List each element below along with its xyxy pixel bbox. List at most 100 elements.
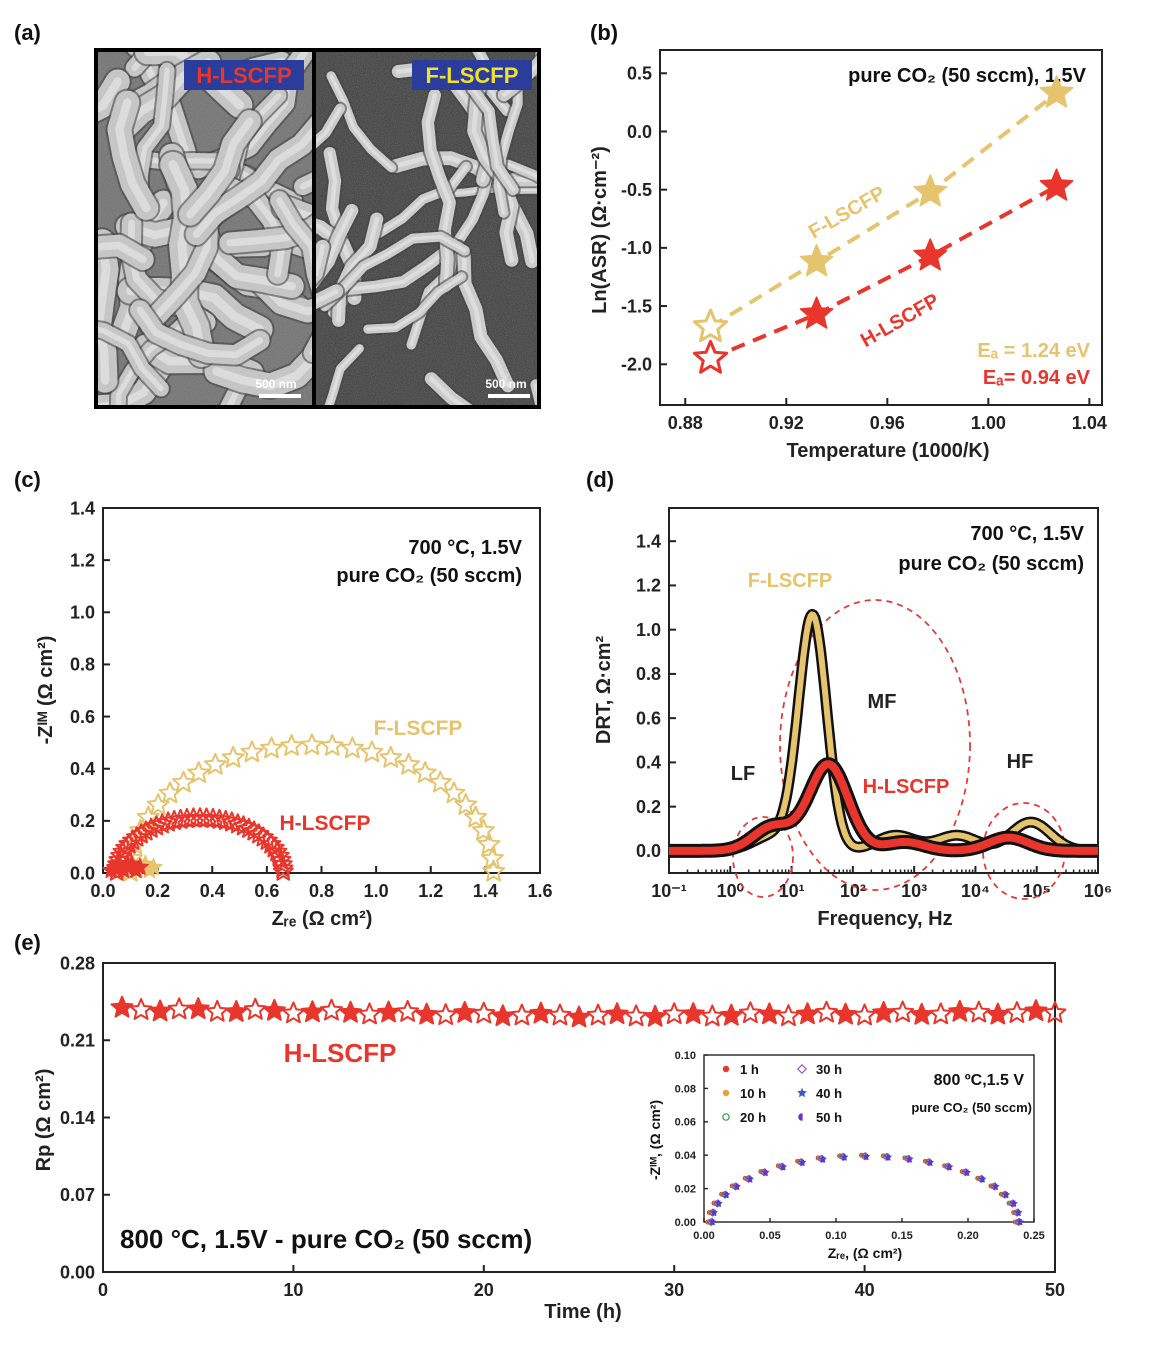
panel-b-point-1 bbox=[1039, 168, 1074, 201]
panel-a: (a) H-LSCFP F-LSCFP 500 nm 500 nm bbox=[14, 20, 541, 409]
inset-xtick-label: 0.25 bbox=[1023, 1230, 1044, 1242]
panel-e-point bbox=[320, 998, 343, 1021]
panel-c-xtick-label: 0.4 bbox=[200, 881, 225, 901]
scale-bar-label-right: 500 nm bbox=[485, 377, 526, 391]
panel-e-point bbox=[281, 1001, 305, 1024]
inset-point bbox=[722, 1089, 730, 1097]
panel-e-point bbox=[681, 1002, 705, 1025]
panel-d-conditions-1: 700 °C, 1.5V bbox=[970, 523, 1084, 545]
panel-e-ytick-label: 0.00 bbox=[60, 1262, 95, 1282]
panel-e-point bbox=[567, 1005, 591, 1028]
inset-xtick-label: 0.10 bbox=[825, 1230, 846, 1242]
panel-d-ytick-label: 1.4 bbox=[636, 531, 661, 551]
panel-e-ytick-label: 0.14 bbox=[60, 1108, 95, 1128]
inset-ytick-label: 0.10 bbox=[675, 1050, 696, 1062]
panel-e-point bbox=[719, 1003, 743, 1026]
panel-d-xtick-label: 10⁴ bbox=[961, 881, 990, 901]
panel-d-lf-region bbox=[732, 816, 794, 898]
panel-b-xlabel: Temperature (1000/K) bbox=[786, 440, 989, 462]
panel-e-xtick-label: 20 bbox=[474, 1280, 494, 1300]
panel-b-ytick-label: -1.5 bbox=[621, 296, 652, 316]
sem-fiber-shadow bbox=[96, 390, 145, 407]
panel-c-ytick-label: 0.0 bbox=[70, 863, 95, 883]
inset-ytick-label: 0.08 bbox=[675, 1083, 696, 1095]
panel-b-xtick-label: 1.00 bbox=[971, 413, 1006, 433]
panel-e-point bbox=[872, 1000, 896, 1023]
panel-e-ytick-label: 0.07 bbox=[60, 1185, 95, 1205]
panel-c-point-0 bbox=[280, 734, 304, 756]
inset-legend-label: 10 h bbox=[740, 1086, 766, 1101]
panel-d-ytick-label: 0.6 bbox=[636, 708, 661, 728]
panel-e-ytick-label: 0.28 bbox=[60, 953, 95, 973]
panel-b-conditions: pure CO₂ (50 sccm), 1.5V bbox=[848, 65, 1087, 87]
panel-c-ytick-label: 0.2 bbox=[70, 811, 95, 831]
panel-c-ytick-label: 0.4 bbox=[70, 759, 95, 779]
inset-point bbox=[965, 1169, 969, 1176]
panel-c-point-0 bbox=[379, 745, 403, 768]
panel-e-point bbox=[757, 1002, 781, 1025]
panel-e-point bbox=[110, 995, 134, 1018]
panel-c-point-0 bbox=[340, 736, 364, 759]
panel-c-point-0 bbox=[260, 736, 283, 759]
inset-ytick-label: 0.00 bbox=[675, 1217, 696, 1229]
scale-bar-left bbox=[259, 394, 301, 398]
panel-c-f-lscfp-label: F-LSCFP bbox=[374, 717, 463, 740]
panel-c-point-1 bbox=[170, 808, 192, 829]
panel-c-ytick-label: 0.6 bbox=[70, 707, 95, 727]
sem-fiber bbox=[530, 379, 539, 407]
panel-d-ylabel: DRT, Ω·cm² bbox=[593, 636, 615, 745]
inset-point bbox=[763, 1169, 768, 1176]
inset-point bbox=[1004, 1191, 1008, 1198]
panel-c-conditions-1: 700 °C, 1.5V bbox=[408, 537, 522, 559]
panel-b-point-1 bbox=[913, 238, 948, 271]
panel-e-point bbox=[205, 999, 229, 1022]
inset-point bbox=[796, 1063, 808, 1075]
h-lscfp-tag: H-LSCFP bbox=[196, 63, 291, 88]
panel-d-xtick-label: 10² bbox=[840, 881, 866, 901]
inset-point bbox=[798, 1113, 803, 1121]
inset-legend-label: 30 h bbox=[816, 1062, 842, 1077]
sem-image-f-lscfp bbox=[316, 50, 539, 407]
panel-d-f-lscfp-label: F-LSCFP bbox=[748, 570, 832, 592]
panel-e-point bbox=[472, 1001, 496, 1024]
panel-b-xtick-label: 0.92 bbox=[769, 413, 804, 433]
panel-e-inset: 800 ºC,1.5 V pure CO₂ (50 sccm) Zᵣₑ, (Ω … bbox=[644, 1047, 1045, 1264]
panel-c-point-1 bbox=[271, 853, 293, 874]
sem-fiber-highlight bbox=[104, 398, 137, 407]
panel-b-f-lscfp-label: F-LSCFP bbox=[805, 182, 889, 243]
sem-fiber bbox=[96, 392, 143, 407]
panel-c-label: (c) bbox=[14, 467, 41, 492]
inset-point bbox=[748, 1176, 752, 1183]
panel-c-xtick-label: 1.0 bbox=[364, 881, 389, 901]
panel-c-xtick-label: 1.6 bbox=[527, 881, 552, 901]
panel-e-point bbox=[129, 998, 153, 1020]
panel-d-xtick-label: 10³ bbox=[901, 881, 927, 901]
panel-e-point bbox=[1005, 1001, 1029, 1023]
panel-b-xtick-label: 0.96 bbox=[870, 413, 905, 433]
panel-b-fit-line-1 bbox=[709, 184, 1058, 361]
panel-b-ea-h-lscfp: Eₐ= 0.94 eV bbox=[983, 367, 1091, 389]
panel-b-h-lscfp-label: H-LSCFP bbox=[857, 290, 943, 352]
panel-c-ytick-label: 0.8 bbox=[70, 655, 95, 675]
panel-e-point bbox=[1024, 999, 1048, 1022]
panel-e-point bbox=[243, 997, 267, 1020]
panel-b-frame bbox=[659, 49, 1103, 406]
panel-c-point-1 bbox=[208, 808, 230, 829]
inset-point bbox=[1016, 1209, 1021, 1216]
panel-d-frame bbox=[668, 507, 1099, 874]
panel-c-ytick-label: 1.2 bbox=[70, 550, 95, 570]
panel-d-mf-region bbox=[779, 599, 971, 891]
inset-xtick-label: 0.15 bbox=[891, 1230, 912, 1242]
panel-e-point bbox=[605, 1002, 629, 1025]
panel-e-point bbox=[948, 999, 972, 1022]
inset-point bbox=[947, 1164, 952, 1171]
panel-d: (d) 700 °C, 1.5V pure CO₂ (50 sccm) F-LS… bbox=[586, 467, 1112, 930]
panel-d-ytick-label: 0.2 bbox=[636, 797, 661, 817]
panel-c-xtick-label: 0.2 bbox=[145, 881, 170, 901]
f-lscfp-tag: F-LSCFP bbox=[426, 63, 519, 88]
panel-b-fit-line-0 bbox=[709, 91, 1058, 329]
panel-d-f-lscfp-line bbox=[667, 611, 1100, 854]
panel-e-xtick-label: 50 bbox=[1045, 1280, 1065, 1300]
panel-d-ytick-label: 1.2 bbox=[636, 576, 661, 596]
panel-c-ytick-label: 1.4 bbox=[70, 498, 95, 518]
